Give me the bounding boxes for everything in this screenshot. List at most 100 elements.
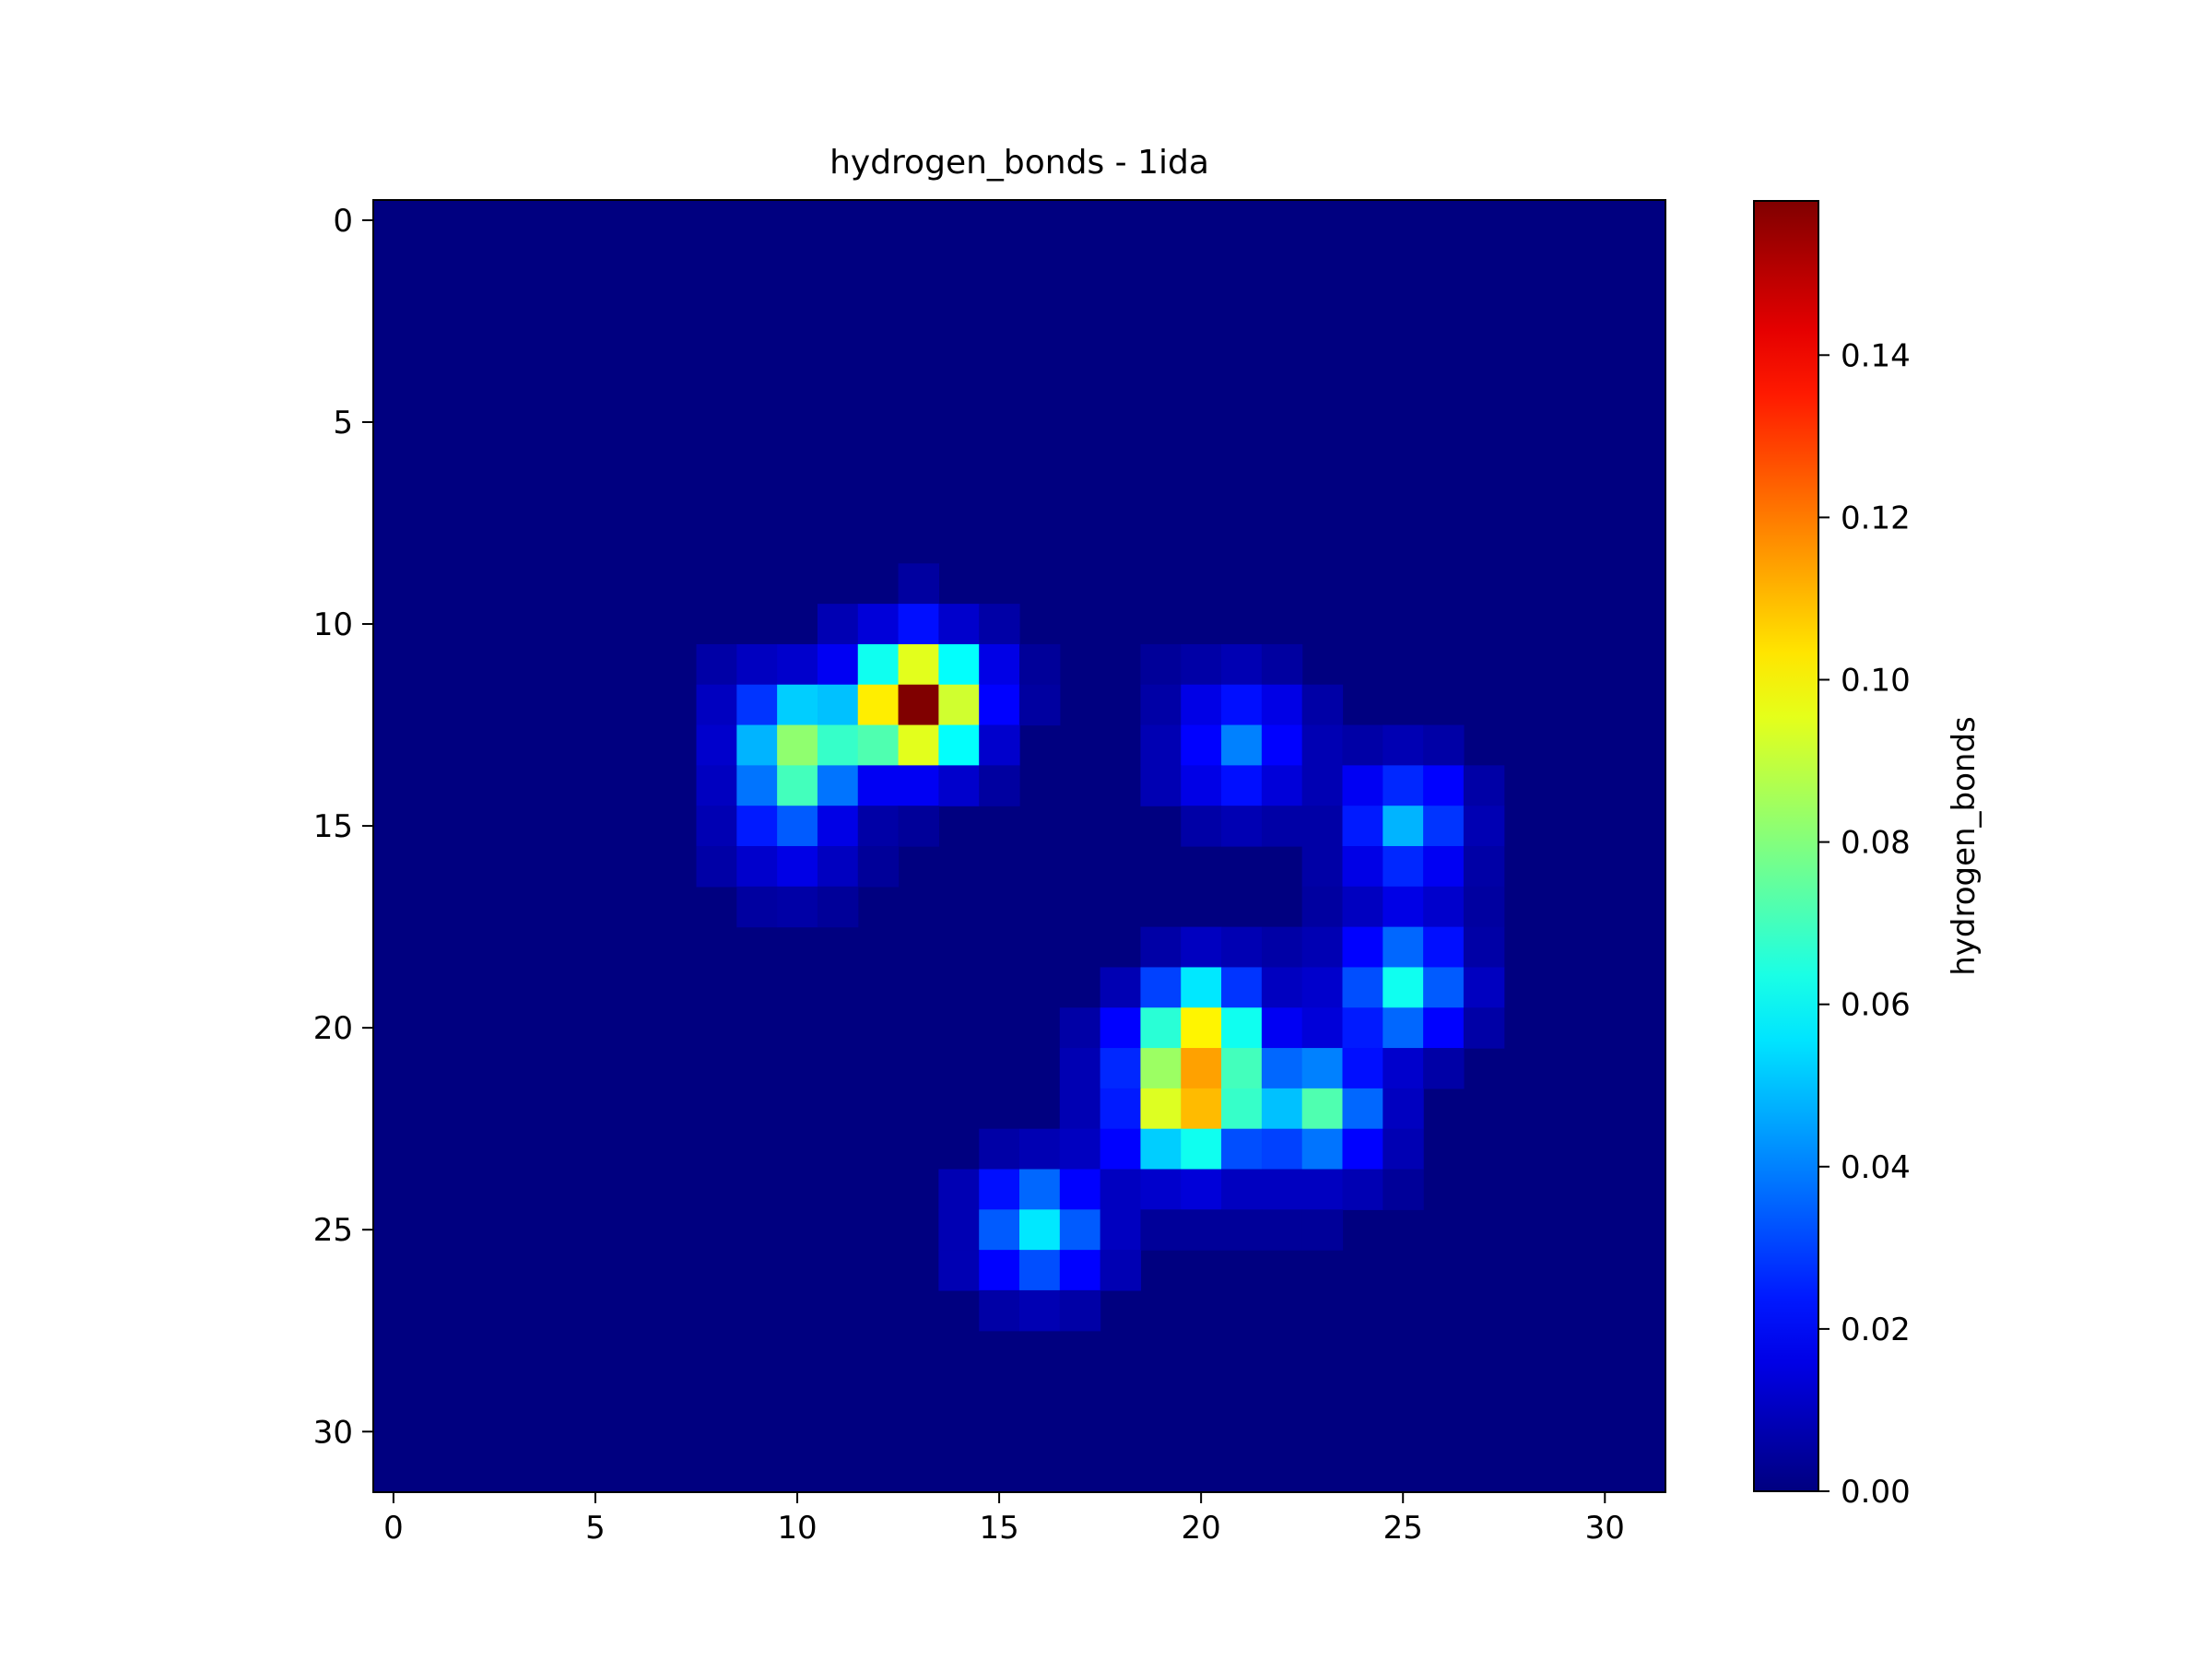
y-tick-label: 30 (313, 1414, 353, 1451)
heatmap-cell (1059, 1209, 1101, 1251)
heatmap-cell (1221, 967, 1263, 1008)
heatmap-cell (1019, 1128, 1061, 1171)
heatmap-cell (1342, 846, 1383, 888)
heatmap-cell (1342, 1007, 1383, 1049)
colorbar-tick-label: 0.14 (1841, 337, 1911, 374)
heatmap-cell (1181, 1209, 1222, 1251)
heatmap-cell (898, 604, 939, 645)
heatmap-cell (1423, 724, 1465, 766)
heatmap-cell (1382, 1007, 1424, 1049)
heatmap-cell (1019, 684, 1061, 726)
heatmap-cell (1019, 1289, 1061, 1332)
y-tick-label: 0 (333, 203, 353, 240)
heatmap-cell (979, 1169, 1020, 1210)
heatmap-cell (696, 684, 737, 726)
heatmap-cell (1059, 1169, 1101, 1210)
heatmap-cell (1140, 926, 1182, 969)
heatmap-cells (373, 200, 1665, 1492)
heatmap-cell (1301, 1048, 1344, 1089)
heatmap-cell (1181, 684, 1222, 726)
heatmap-cell (1261, 1169, 1303, 1210)
heatmap-cell (938, 724, 980, 766)
heatmap-cell (1221, 1048, 1263, 1089)
heatmap-cell (898, 563, 939, 605)
heatmap-cell (1100, 1048, 1142, 1089)
heatmap-cell (1140, 1209, 1182, 1251)
heatmap-cell (898, 806, 939, 847)
heatmap-cell (1423, 846, 1465, 888)
heatmap-cell (1181, 724, 1222, 766)
heatmap-cell (1382, 846, 1424, 888)
heatmap-cell (1463, 886, 1505, 928)
heatmap-cell (979, 765, 1020, 806)
colorbar-tick-label: 0.08 (1841, 825, 1911, 862)
colorbar-tick-label: 0.02 (1841, 1312, 1911, 1348)
heatmap-cell (696, 846, 737, 888)
colorbar-tick-label: 0.00 (1841, 1474, 1911, 1511)
heatmap-cell (1342, 926, 1383, 969)
y-tick-label: 25 (313, 1212, 353, 1249)
heatmap-cell (1342, 1128, 1383, 1171)
heatmap-cell (1261, 1128, 1303, 1171)
heatmap-cell (817, 604, 859, 645)
heatmap-cell (1301, 1088, 1344, 1130)
x-tick-label: 25 (1383, 1510, 1423, 1547)
heatmap-cell (979, 1250, 1020, 1291)
heatmap-cell (1221, 765, 1263, 806)
chart-title: hydrogen_bonds - 1ida (830, 144, 1209, 182)
heatmap-cell (1181, 1088, 1222, 1130)
y-tick-label: 15 (313, 808, 353, 845)
plot-frame (372, 199, 1666, 1493)
heatmap-cell (1342, 806, 1383, 847)
heatmap-cell (1221, 1007, 1263, 1049)
heatmap-cell (1221, 1209, 1263, 1251)
heatmap-cell (777, 765, 818, 806)
heatmap-cell (1140, 643, 1182, 686)
colorbar (1753, 200, 1819, 1492)
heatmap-cell (1059, 1250, 1101, 1291)
heatmap-cell (1221, 684, 1263, 726)
heatmap-cell (1301, 724, 1344, 766)
heatmap-cell (777, 806, 818, 847)
heatmap-cell (979, 1289, 1020, 1332)
heatmap-cell (1382, 806, 1424, 847)
heatmap-cell (1221, 926, 1263, 969)
heatmap-cell (1301, 926, 1344, 969)
heatmap-cell (938, 1169, 980, 1210)
heatmap-cell (1301, 765, 1344, 806)
heatmap-cell (857, 643, 900, 686)
heatmap-cell (857, 724, 900, 766)
heatmap-cell (1019, 1169, 1061, 1210)
heatmap-cell (696, 643, 737, 686)
colorbar-ticks: 0.00 0.02 0.04 0.06 0.08 0.10 0.12 0.14 (1818, 337, 1911, 1511)
heatmap-cell (1059, 1088, 1101, 1130)
heatmap-cell (857, 806, 900, 847)
heatmap-cell (1261, 684, 1303, 726)
heatmap-cell (979, 1209, 1020, 1251)
heatmap-cell (1261, 1048, 1303, 1089)
heatmap-cell (1261, 724, 1303, 766)
heatmap-cell (1221, 1088, 1263, 1130)
heatmap-cell (1342, 1088, 1383, 1130)
heatmap-cell (1261, 1007, 1303, 1049)
heatmap-cell (1100, 1007, 1142, 1049)
heatmap-cell (1463, 846, 1505, 888)
heatmap-cell (1342, 724, 1383, 766)
y-axis-ticks: 0 5 10 15 20 25 30 (313, 203, 373, 1451)
heatmap-cell (1342, 967, 1383, 1008)
heatmap-cell (1019, 643, 1061, 686)
heatmap-cell (1261, 1209, 1303, 1251)
heatmap-cell (777, 643, 818, 686)
heatmap-cell (857, 684, 900, 726)
colorbar-label: hydrogen_bonds (1946, 716, 1983, 976)
heatmap-cell (1261, 643, 1303, 686)
heatmap-cell (1059, 1007, 1101, 1049)
heatmap-cell (938, 684, 980, 726)
heatmap-cell (1181, 1128, 1222, 1171)
heatmap-cell (1100, 1128, 1142, 1171)
heatmap-cell (777, 684, 818, 726)
heatmap-cell (1463, 765, 1505, 806)
heatmap-cell (938, 1250, 980, 1291)
heatmap-cell (1342, 886, 1383, 928)
heatmap-cell (1221, 643, 1263, 686)
